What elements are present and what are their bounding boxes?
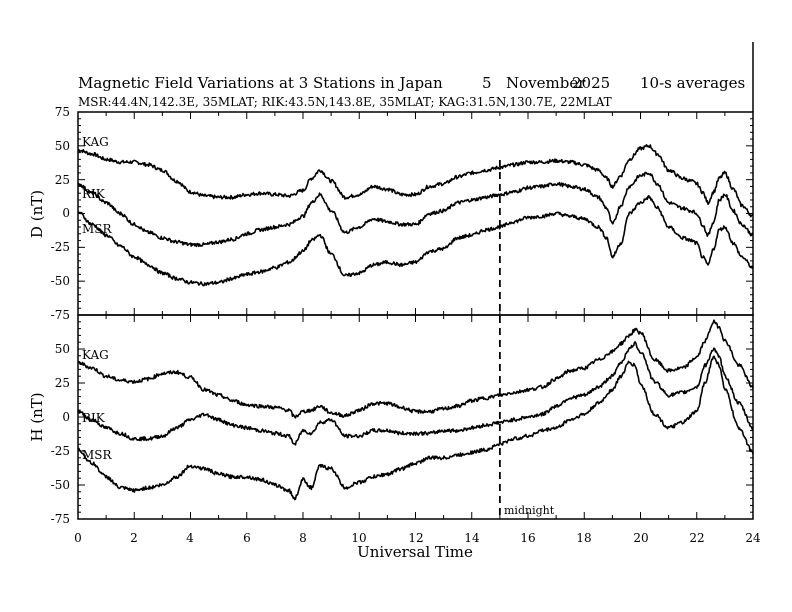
d-ytick-minus50: -50 [51,274,70,288]
d-panel-frame [77,111,754,316]
h-panel-frame [77,314,754,520]
d-ytick-25: 25 [55,173,70,187]
h-rik-series [77,341,754,446]
d-label-msr: MSR [82,222,113,236]
axis-ticks [77,111,754,520]
xtick-4: 4 [186,531,194,545]
h-ytick-minus25: -25 [51,444,70,458]
d-ytick-minus25: -25 [51,240,70,254]
h-label-rik: RIK [82,411,106,425]
h-ytick-25: 25 [55,376,70,390]
chart-title: Magnetic Field Variations at 3 Stations … [78,74,443,92]
d-kag-series [77,144,754,218]
d-rik-series [77,171,754,248]
h-kag-series [77,319,754,419]
h-axis-title: H (nT) [28,392,46,441]
x-axis-title: Universal Time [357,543,473,561]
xtick-18: 18 [576,531,591,545]
chart-day: 5 [482,74,492,92]
h-label-kag: KAG [82,348,109,362]
xtick-8: 8 [299,531,307,545]
xtick-14: 14 [464,531,480,545]
stations-info: MSR:44.4N,142.3E, 35MLAT; RIK:43.5N,143.… [78,95,612,109]
d-label-kag: KAG [82,135,109,149]
xtick-10: 10 [351,531,366,545]
chart-month: November [506,74,586,92]
chart-averaging: 10-s averages [640,74,745,92]
d-ytick-minus75: -75 [51,308,70,322]
xtick-6: 6 [243,531,251,545]
d-ytick-75: 75 [55,105,70,119]
series-lines [77,144,754,501]
xtick-0: 0 [74,531,82,545]
d-axis-title: D (nT) [28,190,46,238]
xtick-16: 16 [520,531,535,545]
h-label-msr: MSR [82,448,113,462]
d-ytick-0: 0 [62,206,70,220]
midnight-label: midnight [504,504,555,517]
d-ytick-50: 50 [55,139,70,153]
xtick-22: 22 [689,531,704,545]
h-ytick-minus75: -75 [51,512,70,526]
chart-year: 2025 [572,74,610,92]
d-msr-series [77,195,754,287]
xtick-24: 24 [745,531,761,545]
d-label-rik: RIK [82,187,106,201]
h-msr-series [77,355,754,501]
xtick-12: 12 [408,531,423,545]
xtick-20: 20 [633,531,648,545]
h-ytick-minus50: -50 [51,478,70,492]
h-ytick-50: 50 [55,342,70,356]
h-ytick-0: 0 [62,410,70,424]
xtick-2: 2 [130,531,138,545]
